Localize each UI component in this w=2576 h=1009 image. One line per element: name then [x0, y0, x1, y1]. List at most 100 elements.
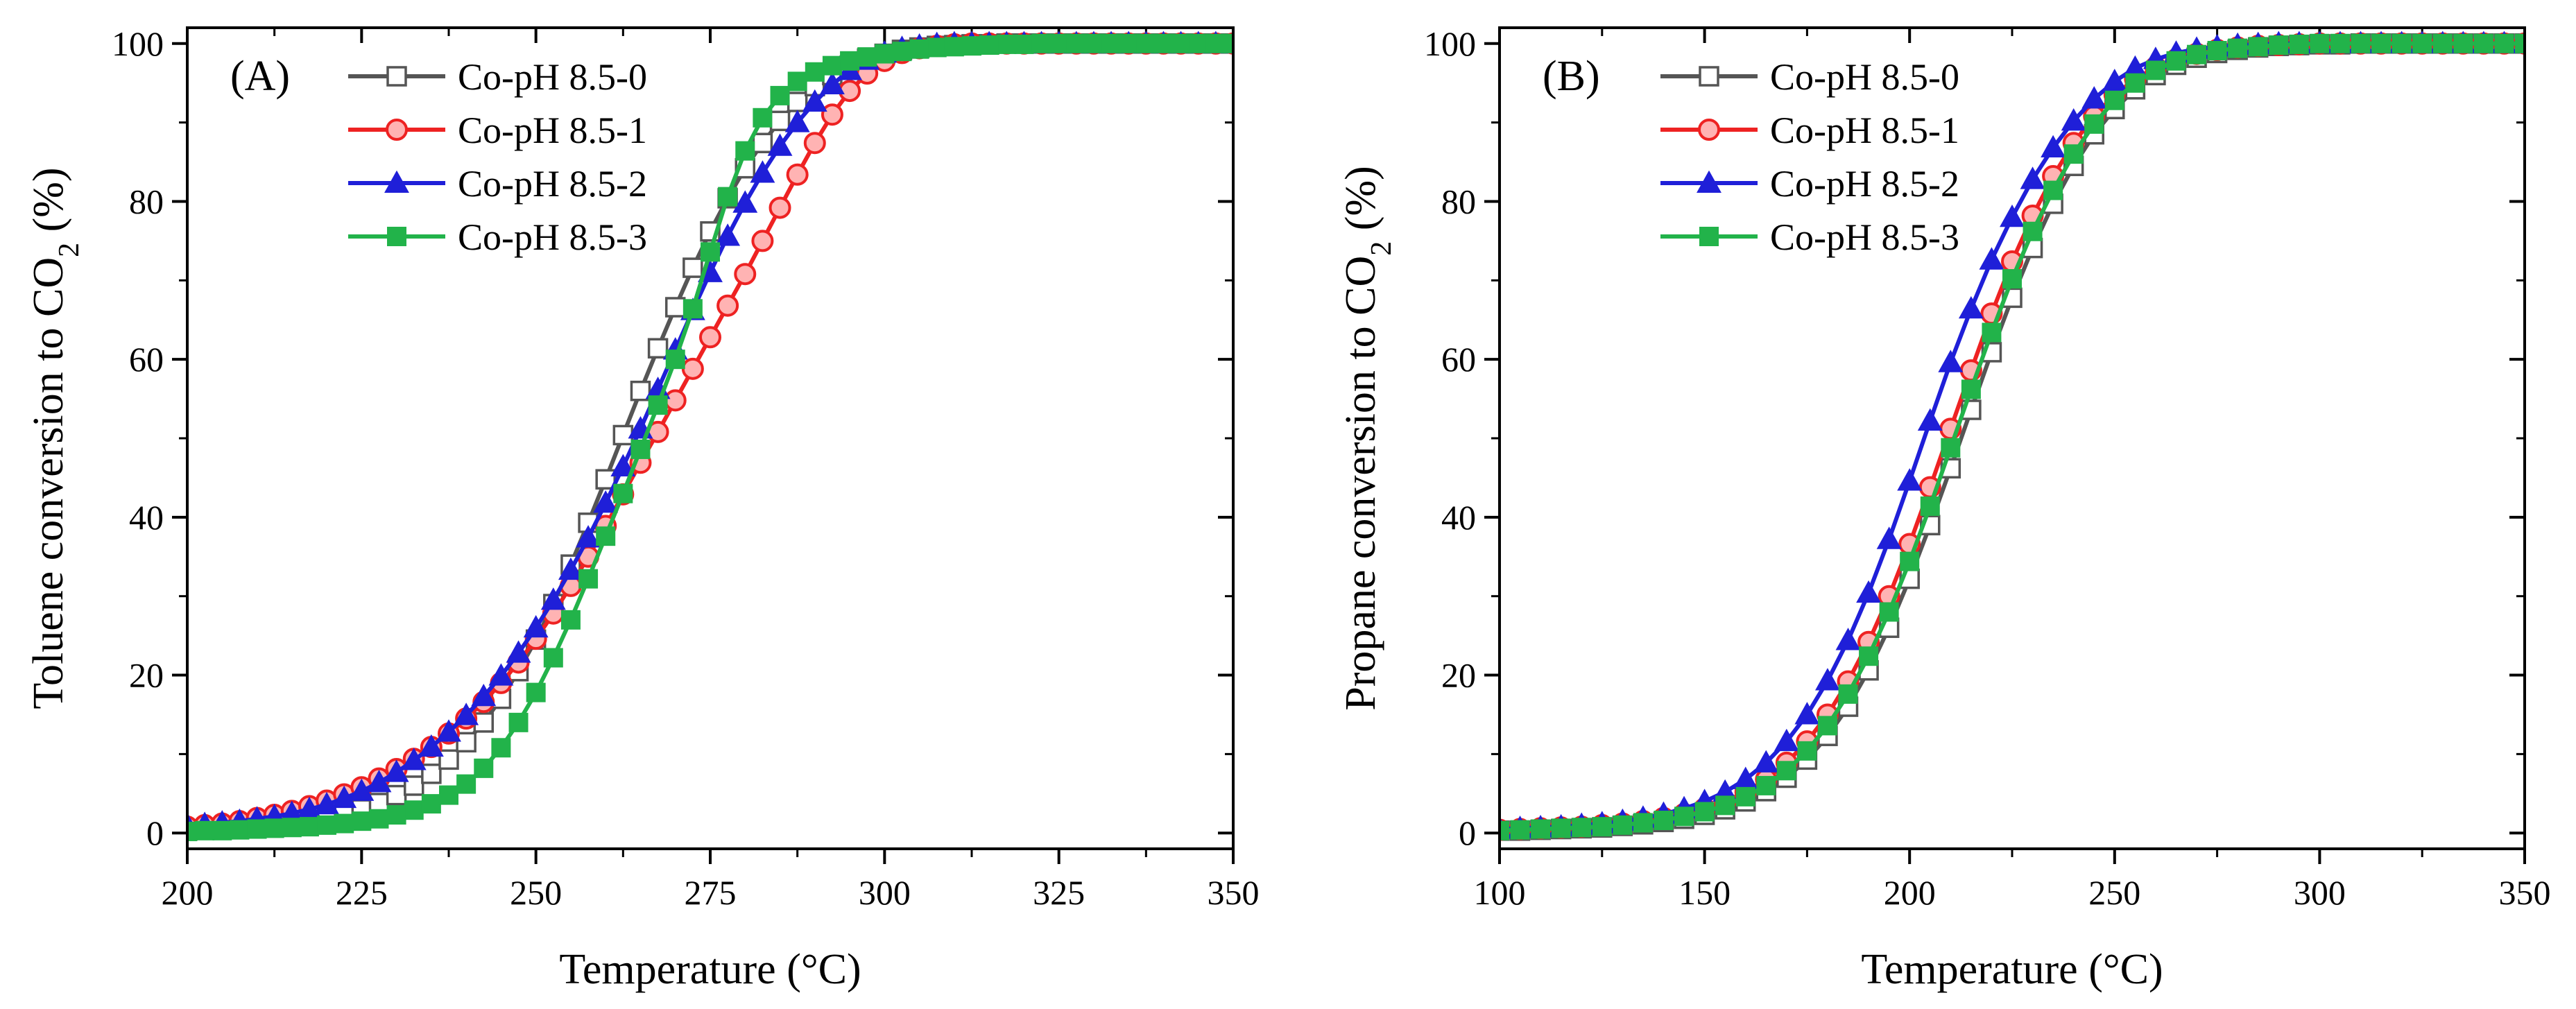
data-point [769, 110, 791, 132]
series-co-ph-8-5-0 [187, 33, 1233, 841]
data-point [664, 297, 686, 318]
plot-frame [186, 26, 1235, 850]
data-point [1979, 247, 2004, 270]
data-point [438, 749, 459, 770]
y-tick-label: 60 [129, 340, 164, 379]
data-point [1958, 295, 1984, 319]
data-point [979, 35, 999, 55]
data-point [1715, 795, 1735, 816]
data-point [681, 357, 704, 380]
data-point [473, 712, 495, 733]
data-point [247, 819, 267, 839]
data-point [718, 187, 738, 207]
y-tick-label: 20 [129, 656, 164, 695]
data-point [523, 614, 549, 638]
x-tick-label: 350 [1208, 873, 1260, 912]
data-point [474, 758, 494, 778]
data-point [1083, 33, 1104, 53]
data-point [1856, 580, 1882, 603]
data-point [1049, 33, 1069, 53]
data-point [2102, 69, 2127, 92]
series-line [1500, 41, 2525, 833]
data-point [506, 640, 531, 663]
y-tick-label: 60 [1441, 340, 1476, 379]
data-point [1917, 408, 1943, 431]
series-co-ph-8-5-3 [187, 33, 1233, 841]
data-point [282, 818, 302, 838]
legend-label: Co-pH 8.5-0 [458, 56, 647, 98]
data-point [1876, 526, 1902, 549]
data-point [421, 794, 441, 814]
y-axis-label-unit: (%) [1337, 166, 1384, 241]
data-point [1794, 702, 1820, 725]
legend-item: Co-pH 8.5-3 [348, 216, 647, 258]
data-point [1500, 820, 1509, 840]
legend-swatch-marker [1699, 227, 1719, 246]
data-point [805, 62, 825, 82]
data-point [610, 454, 636, 476]
data-point [2002, 269, 2022, 289]
y-axis-label-main: Propane conversion to CO [1337, 256, 1384, 711]
y-tick-label: 0 [146, 813, 164, 852]
y-axis-label-main: Toluene conversion to CO [25, 257, 72, 709]
data-point [2145, 60, 2165, 80]
series-line [187, 41, 1233, 833]
data-point [1756, 775, 1776, 795]
data-point [1941, 438, 1961, 458]
data-point [767, 133, 793, 156]
legend-label: Co-pH 8.5-1 [1770, 110, 1959, 151]
data-point [770, 85, 790, 105]
data-point [1982, 322, 2002, 343]
data-point [2043, 180, 2063, 200]
x-tick-label: 350 [2499, 873, 2551, 912]
data-point [750, 160, 775, 183]
data-point [578, 569, 599, 589]
data-point [1897, 468, 1923, 491]
data-point [1223, 33, 1233, 53]
y-axis-label: Toluene conversion to CO2 (%) [25, 167, 85, 709]
data-point [352, 811, 372, 831]
data-point [682, 257, 703, 278]
x-tick-label: 325 [1033, 873, 1085, 912]
data-point [1838, 684, 1858, 704]
data-point [1961, 379, 1981, 399]
plot-frame [1498, 26, 2526, 850]
data-point [314, 791, 340, 815]
series-co-ph-8-5-1 [187, 32, 1233, 838]
data-point [2351, 33, 2371, 53]
data-point [488, 663, 514, 686]
data-point [2041, 135, 2066, 158]
data-point [1119, 33, 1139, 53]
data-point [2125, 73, 2145, 93]
series-line [1500, 41, 2525, 832]
data-point [997, 34, 1017, 54]
data-point [404, 800, 424, 820]
data-point [1900, 551, 1920, 571]
data-point [439, 785, 458, 805]
legend-item: Co-pH 8.5-1 [1660, 110, 1959, 151]
data-point [613, 483, 633, 503]
series-co-ph-8-5-1 [1500, 32, 2525, 841]
data-point [787, 92, 808, 112]
data-point [1101, 33, 1122, 53]
data-point [664, 389, 687, 412]
data-point [1674, 807, 1694, 827]
data-point [2228, 38, 2248, 58]
data-point [1815, 668, 1840, 691]
data-point [403, 775, 424, 796]
series-co-ph-8-5-3 [1500, 33, 2525, 840]
y-tick-label: 40 [1441, 498, 1476, 537]
data-point [734, 263, 757, 286]
legend-label: Co-pH 8.5-0 [1770, 56, 1959, 98]
panel-a: 200 225 250 275 300 325 350 0 20 40 60 80 100 (A) Co-p… [25, 24, 1260, 993]
data-point [909, 39, 929, 59]
data-point [839, 80, 861, 103]
legend-swatch-marker [387, 227, 406, 246]
data-point [2330, 33, 2350, 53]
x-tick-label: 225 [336, 873, 388, 912]
data-point [2515, 33, 2525, 53]
data-point [332, 785, 357, 809]
data-point [682, 299, 703, 319]
y-tick-label: 100 [112, 24, 164, 63]
